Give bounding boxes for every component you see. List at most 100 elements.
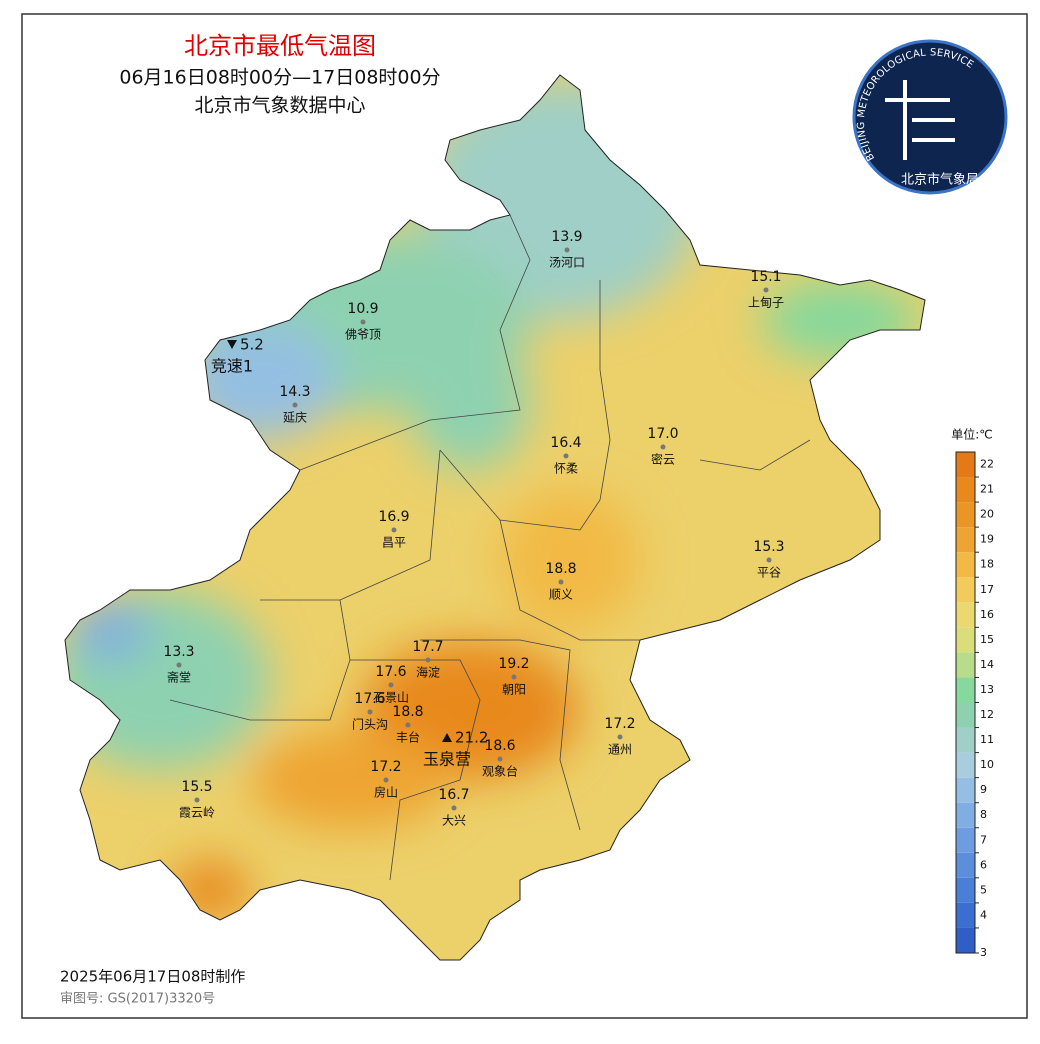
station-value: 17.6 — [354, 691, 385, 707]
station-dot — [425, 657, 431, 663]
legend-swatch — [956, 502, 975, 528]
station-name: 斋堂 — [167, 670, 191, 685]
legend-swatch — [956, 802, 975, 828]
district-borders — [64, 74, 926, 961]
footer-made: 2025年06月17日08时制作 — [60, 968, 245, 986]
legend-swatch — [956, 702, 975, 728]
legend-tick-label: 3 — [980, 946, 987, 959]
station-name: 汤河口 — [549, 256, 585, 270]
station-value: 17.0 — [647, 426, 678, 442]
extreme-marker — [442, 733, 452, 742]
station-name: 平谷 — [757, 566, 781, 580]
station-value: 18.8 — [545, 561, 576, 577]
legend-tick-label: 14 — [980, 658, 994, 671]
station-value: 17.7 — [412, 639, 443, 655]
station-dot — [558, 579, 564, 585]
legend-swatch — [956, 752, 975, 778]
station-value: 17.6 — [375, 664, 406, 680]
station-name: 丰台 — [396, 730, 420, 745]
legend-tick-label: 21 — [980, 483, 994, 496]
station-value: 17.2 — [604, 716, 635, 732]
station-value: 18.6 — [484, 738, 515, 754]
station-value: 15.3 — [753, 539, 784, 555]
legend-swatch — [956, 927, 975, 953]
station-name: 朝阳 — [502, 683, 526, 697]
legend-swatch — [956, 577, 975, 603]
legend-swatch — [956, 852, 975, 878]
legend-swatch — [956, 902, 975, 928]
station-dot — [511, 674, 517, 680]
station-dot — [388, 682, 394, 688]
station-dot — [360, 319, 366, 325]
legend-swatch — [956, 552, 975, 578]
station-value: 16.7 — [438, 787, 469, 803]
station-dot — [451, 805, 457, 811]
title: 北京市最低气温图 — [184, 32, 376, 60]
station-value: 5.2 — [240, 336, 264, 354]
legend-tick-label: 11 — [980, 733, 994, 746]
legend-swatch — [956, 452, 975, 478]
legend-tick-label: 18 — [980, 558, 994, 571]
legend-tick-label: 7 — [980, 833, 987, 846]
station-value: 13.3 — [163, 644, 194, 660]
legend-tick-label: 8 — [980, 808, 987, 821]
station-value: 21.2 — [455, 729, 488, 747]
station-dot — [497, 756, 503, 762]
legend-tick-label: 16 — [980, 608, 994, 621]
station-name: 观象台 — [482, 764, 518, 779]
station-value: 13.9 — [551, 229, 582, 245]
station-value: 15.5 — [181, 779, 212, 795]
legend-tick-label: 19 — [980, 533, 994, 546]
extreme-marker — [227, 340, 237, 349]
station-value: 10.9 — [347, 301, 378, 317]
station-dot — [405, 722, 411, 728]
station-name: 昌平 — [382, 536, 406, 550]
source: 北京市气象数据中心 — [194, 95, 365, 117]
legend-swatch — [956, 877, 975, 903]
station-name: 密云 — [651, 452, 675, 467]
legend-tick-label: 20 — [980, 508, 994, 521]
legend-tick-label: 12 — [980, 708, 994, 721]
legend-tick-label: 4 — [980, 908, 987, 921]
temperature-field — [65, 75, 925, 960]
station-value: 17.2 — [370, 759, 401, 775]
station-dot — [564, 247, 570, 253]
legend: 单位:℃ 3 4 5 6 7 8 9 10 11 12 13 14 15 16 17 18 19 20 21 22 — [951, 427, 994, 960]
legend-swatch — [956, 677, 975, 703]
legend-swatch — [956, 602, 975, 628]
legend-swatch — [956, 727, 975, 753]
legend-swatch — [956, 777, 975, 803]
station-dot — [383, 777, 389, 783]
station-name: 延庆 — [283, 411, 307, 425]
footer-approval: 审图号: GS(2017)3320号 — [60, 992, 215, 1007]
station-name: 通州 — [608, 743, 632, 757]
legend-swatch — [956, 477, 975, 503]
station-name: 竞速1 — [211, 357, 253, 376]
legend-tick-label: 13 — [980, 683, 994, 696]
subtitle: 06月16日08时00分—17日08时00分 — [119, 67, 440, 89]
stations: 13.9 汤河口 15.1 上甸子 10.9 佛爷顶 5.2 竞速1 14.3 延庆 16.4 怀柔 1… — [163, 229, 784, 828]
legend-tick-label: 22 — [980, 458, 994, 471]
station-name: 石景山 — [373, 691, 409, 705]
legend-swatch — [956, 527, 975, 553]
legend-swatch — [956, 652, 975, 678]
station-dot — [766, 557, 772, 563]
station-dot — [176, 662, 182, 668]
legend-unit: 单位:℃ — [951, 427, 993, 442]
station-value: 16.9 — [378, 509, 409, 525]
station-name: 顺义 — [549, 588, 573, 602]
frame — [21, 13, 1028, 1019]
legend-tick-label: 17 — [980, 583, 994, 596]
station-value: 18.8 — [392, 704, 423, 720]
legend-tick-label: 5 — [980, 883, 987, 896]
station-name: 房山 — [374, 785, 398, 800]
station-value: 14.3 — [279, 384, 310, 400]
legend-tick-label: 9 — [980, 783, 987, 796]
station-name: 门头沟 — [352, 717, 388, 732]
station-name: 大兴 — [442, 814, 466, 828]
legend-tick-label: 15 — [980, 633, 994, 646]
station-dot — [367, 709, 373, 715]
legend-swatch — [956, 827, 975, 853]
